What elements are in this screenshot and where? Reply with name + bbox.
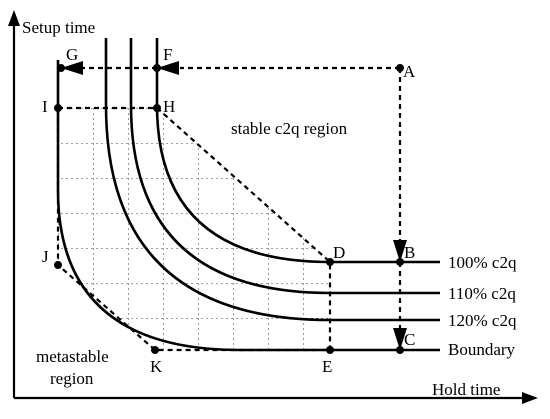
x-axis-label: Hold time	[432, 380, 500, 399]
curves	[56, 38, 440, 352]
label-g: G	[66, 45, 78, 64]
point-g	[57, 64, 65, 72]
curve-120-c2q	[104, 38, 440, 322]
point-h	[153, 104, 161, 112]
arrowhead-g-icon	[61, 61, 83, 75]
region-labels: stable c2q region metastable region	[36, 119, 348, 388]
curve-label-120: 120% c2q	[448, 311, 517, 330]
point-i	[54, 104, 62, 112]
point-d	[326, 258, 334, 266]
curve-label-boundary: Boundary	[448, 340, 516, 359]
points	[54, 64, 404, 354]
metastable-region-label-line2: region	[50, 369, 94, 388]
point-labels: A F G I H D B C E J K	[42, 45, 416, 376]
arrowhead-c-icon	[393, 328, 407, 350]
metastable-grid	[58, 108, 330, 350]
point-k	[151, 346, 159, 354]
metastable-region-label-line1: metastable	[36, 347, 109, 366]
point-c	[396, 346, 404, 354]
point-j	[54, 261, 62, 269]
curve-boundary	[56, 60, 440, 352]
curve-100-c2q	[155, 38, 440, 264]
curve-110-c2q	[129, 38, 440, 295]
label-b: B	[404, 243, 415, 262]
arrowhead-b-icon	[393, 240, 407, 262]
curve-label-110: 110% c2q	[448, 284, 516, 303]
arrowhead-f-icon	[157, 61, 179, 75]
label-d: D	[333, 243, 345, 262]
stable-region-label: stable c2q region	[231, 119, 348, 138]
label-k: K	[150, 357, 163, 376]
point-a	[396, 64, 404, 72]
curve-label-100: 100% c2q	[448, 253, 517, 272]
y-axis-arrow-icon	[8, 10, 20, 26]
axes: Setup time Hold time	[8, 10, 538, 404]
x-axis-arrow-icon	[522, 392, 538, 404]
label-c: C	[404, 330, 415, 349]
point-f	[153, 64, 161, 72]
label-e: E	[322, 357, 332, 376]
label-f: F	[163, 45, 172, 64]
label-h: H	[163, 97, 175, 116]
label-i: I	[42, 97, 48, 116]
point-e	[326, 346, 334, 354]
dashed-arrows	[61, 61, 407, 350]
point-b	[396, 258, 404, 266]
label-a: A	[403, 62, 416, 81]
label-j: J	[42, 247, 49, 266]
y-axis-label: Setup time	[22, 18, 95, 37]
curve-labels: 100% c2q 110% c2q 120% c2q Boundary	[448, 253, 517, 359]
